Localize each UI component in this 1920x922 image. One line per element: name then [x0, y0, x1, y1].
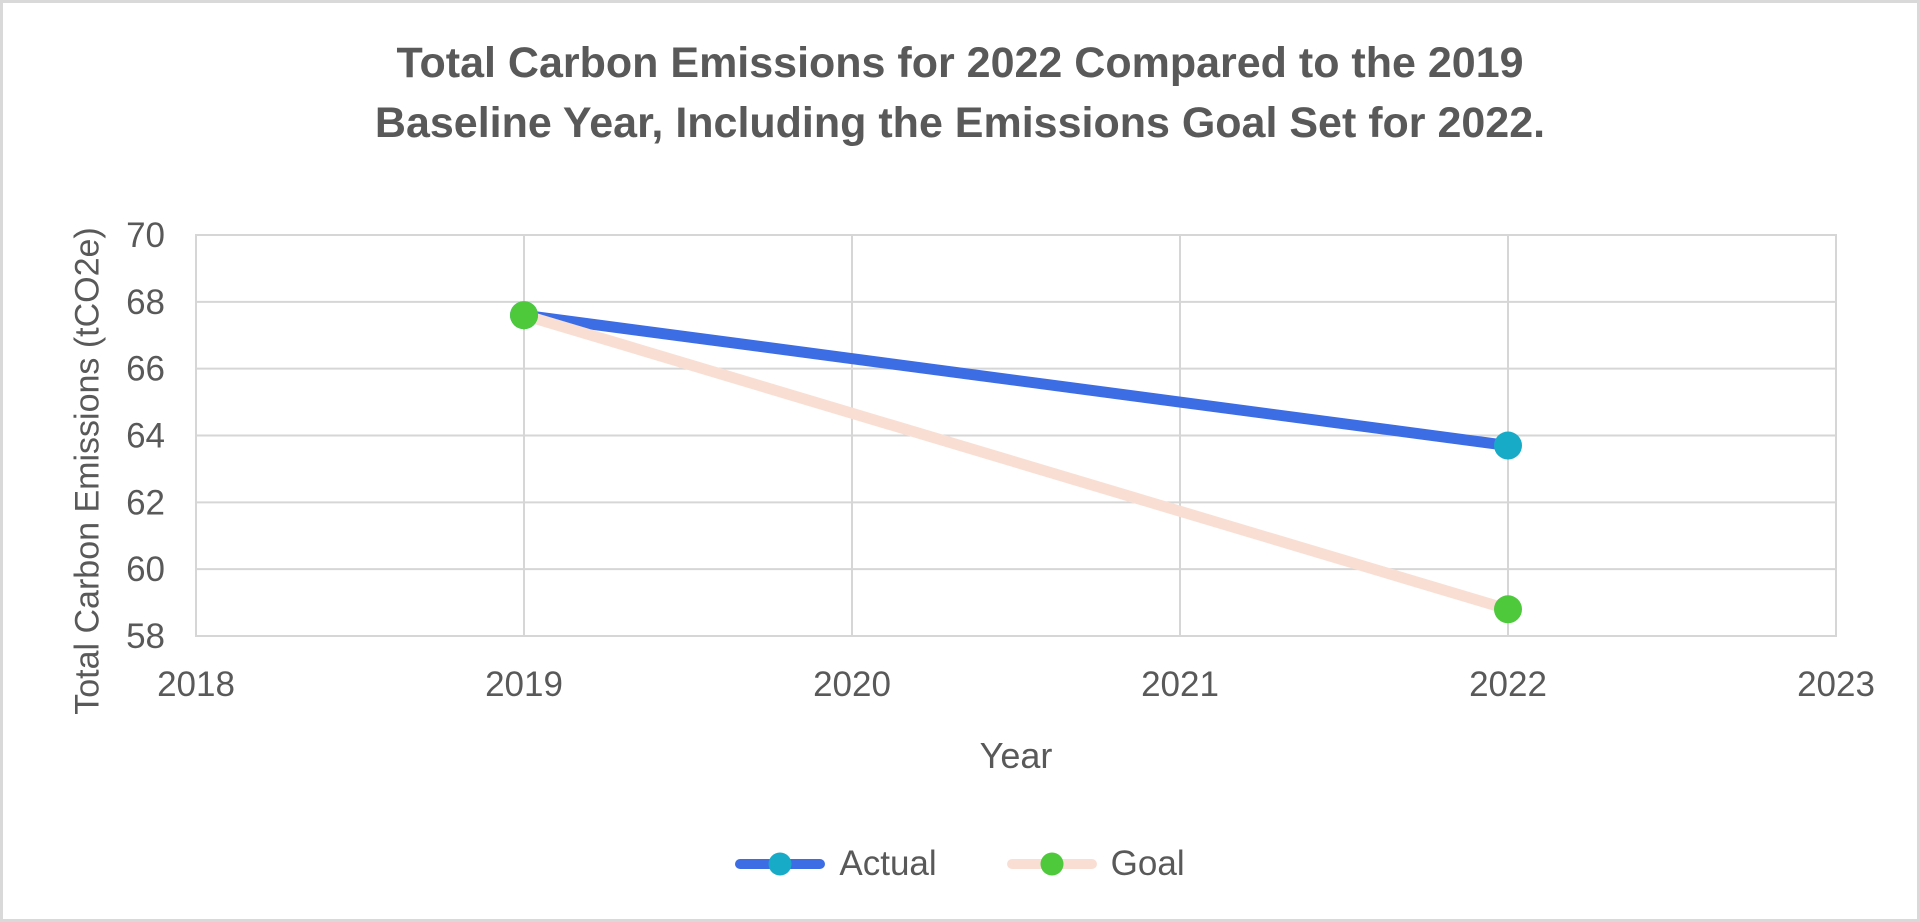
goal-marker-swatch	[1040, 852, 1064, 876]
goal-series-swatch	[1006, 852, 1097, 876]
gridlines	[195, 234, 1837, 637]
x-tick-label: 2018	[157, 665, 235, 704]
x-tick-label: 2020	[813, 665, 891, 704]
y-tick-label: 64	[126, 417, 165, 456]
series-line-actual	[518, 309, 1514, 452]
x-tick-label: 2023	[1797, 665, 1875, 704]
plot-border	[195, 234, 1837, 637]
legend-label-actual: Actual	[839, 844, 937, 883]
actual-marker-swatch	[768, 852, 792, 876]
series-marker-goal-2019	[510, 301, 538, 330]
y-tick-label: 62	[126, 483, 165, 522]
y-tick-label: 66	[126, 350, 165, 389]
legend: Actual Goal	[3, 838, 1917, 890]
y-tick-label: 70	[126, 216, 165, 255]
x-axis-tick-labels: 2018 2019 2020 2021 2022 2023	[157, 665, 1875, 704]
series-marker-actual-2022	[1494, 431, 1522, 460]
chart-title-line-1: Total Carbon Emissions for 2022 Compared…	[396, 39, 1524, 87]
series-marker-goal-2022	[1494, 595, 1522, 624]
legend-item-actual: Actual	[735, 844, 937, 884]
line-chart-plot: 70 68 66 64 62 60 58 2018 2019 2020 2021 2022 2023	[126, 216, 1875, 704]
legend-label-goal: Goal	[1110, 844, 1185, 883]
chart-title: Total Carbon Emissions for 2022 Compared…	[3, 33, 1917, 153]
y-axis-title: Total Carbon Emissions (tCO2e)	[68, 227, 107, 715]
y-tick-label: 58	[126, 617, 165, 656]
legend-item-goal: Goal	[1006, 844, 1185, 884]
chart-title-line-2: Baseline Year, Including the Emissions G…	[374, 99, 1546, 147]
x-tick-label: 2021	[1141, 665, 1219, 704]
x-tick-label: 2019	[485, 665, 563, 704]
x-axis-title: Year	[979, 735, 1053, 776]
y-tick-label: 60	[126, 550, 165, 589]
x-tick-label: 2022	[1469, 665, 1547, 704]
y-axis-tick-labels: 70 68 66 64 62 60 58	[126, 216, 165, 656]
y-tick-label: 68	[126, 283, 165, 322]
series-line-goal	[518, 309, 1514, 615]
actual-series-swatch	[735, 852, 826, 876]
